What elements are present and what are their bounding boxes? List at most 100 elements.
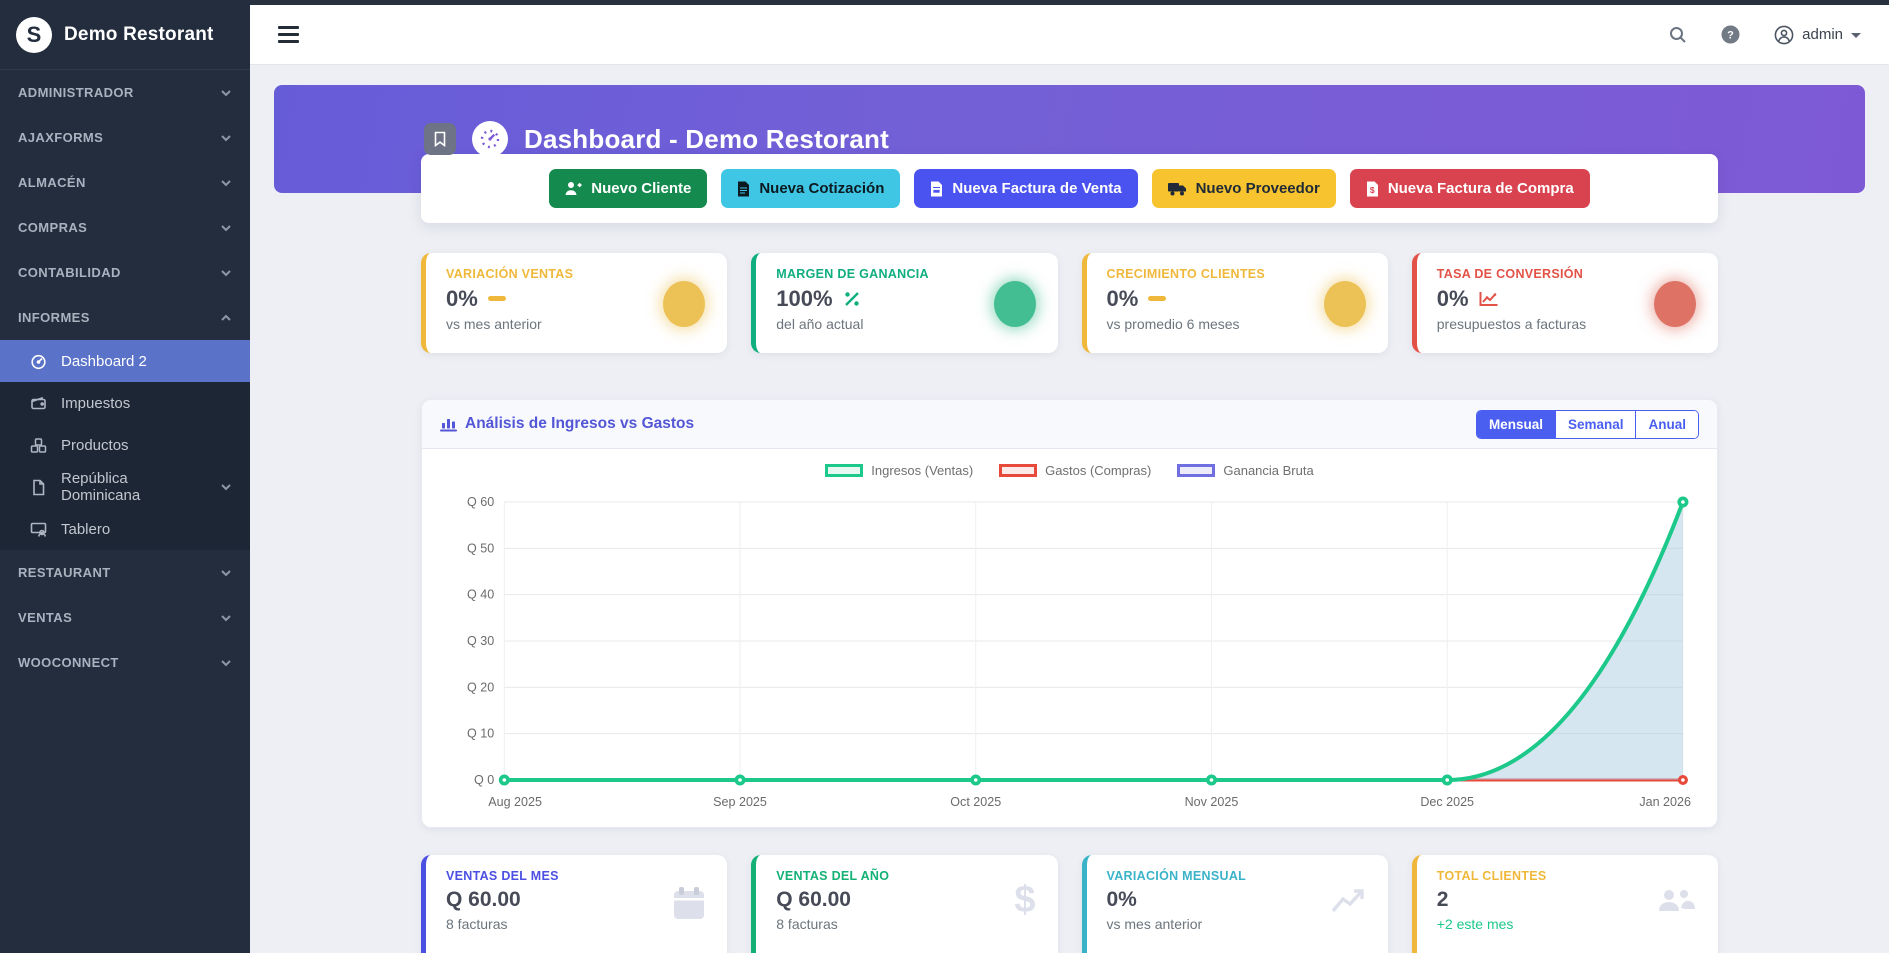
- stat-label: MARGEN DE GANANCIA: [776, 267, 929, 281]
- sidebar-item-administrador[interactable]: ADMINISTRADOR: [0, 70, 250, 115]
- legend-swatch: [1177, 464, 1216, 477]
- stat-card-crecimiento-clientes: CRECIMIENTO CLIENTES 0% vs promedio 6 me…: [1081, 253, 1388, 353]
- kpi-sub: 8 facturas: [776, 916, 838, 932]
- search-icon[interactable]: [1669, 26, 1687, 44]
- legend-item[interactable]: Ingresos (Ventas): [825, 463, 973, 478]
- legend-label: Ganancia Bruta: [1223, 463, 1314, 478]
- svg-text:Sep 2025: Sep 2025: [713, 795, 767, 809]
- board-user-icon: [30, 522, 47, 537]
- sidebar-item-ventas[interactable]: VENTAS: [0, 595, 250, 640]
- stat-indicator-circle: [1654, 281, 1696, 327]
- wallet-icon: [31, 396, 46, 409]
- username: admin: [1802, 26, 1843, 43]
- kpi-label: VARIACIÓN MENSUAL: [1106, 869, 1247, 883]
- stat-card-variacion-ventas: VARIACIÓN VENTAS 0% vs mes anterior: [421, 253, 728, 353]
- stat-sub: vs promedio 6 meses: [1106, 316, 1240, 332]
- submenu-item-impuestos[interactable]: Impuestos: [0, 382, 250, 424]
- submenu-label: Dashboard 2: [61, 352, 147, 370]
- user-menu[interactable]: admin: [1774, 25, 1861, 45]
- kpi-card-variacion-mensual: VARIACIÓN MENSUAL 0% vs mes anterior: [1081, 855, 1388, 953]
- section-label: AJAXFORMS: [18, 130, 104, 145]
- tab-mensual[interactable]: Mensual: [1476, 410, 1555, 438]
- legend-label: Ingresos (Ventas): [871, 463, 974, 478]
- dashboard-badge-icon: [472, 121, 508, 157]
- tab-anual[interactable]: Anual: [1635, 410, 1698, 438]
- stat-label: TASA DE CONVERSIÓN: [1436, 267, 1584, 281]
- new-client-button[interactable]: Nuevo Cliente: [549, 169, 708, 208]
- stat-indicator-circle: [663, 281, 706, 327]
- chevron-down-icon: [221, 224, 231, 231]
- section-label: VENTAS: [18, 610, 73, 625]
- section-label: CONTABILIDAD: [18, 265, 121, 280]
- svg-text:Q 40: Q 40: [467, 588, 494, 602]
- sidebar-item-ajaxforms[interactable]: AJAXFORMS: [0, 115, 250, 160]
- legend-item[interactable]: Gastos (Compras): [999, 463, 1151, 478]
- chart-line-icon: [1479, 292, 1498, 306]
- legend-item[interactable]: Ganancia Bruta: [1177, 463, 1314, 478]
- svg-text:Q 30: Q 30: [467, 634, 494, 648]
- chart-title: Análisis de Ingresos vs Gastos: [465, 415, 695, 432]
- chevron-down-icon: [221, 89, 231, 96]
- tab-semanal[interactable]: Semanal: [1554, 410, 1636, 438]
- sidebar-item-contabilidad[interactable]: CONTABILIDAD: [0, 250, 250, 295]
- brand[interactable]: S Demo Restorant: [0, 0, 250, 70]
- file-invoice-icon: [931, 181, 943, 196]
- sidebar-item-restaurant[interactable]: RESTAURANT: [0, 550, 250, 595]
- button-label: Nueva Cotización: [759, 180, 885, 197]
- main-content: Dashboard - Demo Restorant Nuevo Cliente…: [250, 65, 1889, 953]
- svg-text:Q 10: Q 10: [467, 727, 494, 741]
- user-plus-icon: [565, 182, 582, 195]
- caret-down-icon: [1851, 33, 1861, 38]
- submenu-item-republica-dominicana[interactable]: República Dominicana: [0, 466, 250, 508]
- new-sales-invoice-button[interactable]: Nueva Factura de Venta: [914, 169, 1138, 208]
- file-icon: [738, 181, 750, 196]
- section-label: ALMACÉN: [18, 175, 86, 190]
- new-supplier-button[interactable]: Nuevo Proveedor: [1151, 169, 1336, 208]
- bookmark-icon: [434, 131, 446, 147]
- svg-text:Q 20: Q 20: [467, 680, 494, 694]
- chevron-down-icon: [221, 659, 231, 666]
- chart-period-tabs: Mensual Semanal Anual: [1475, 409, 1699, 439]
- users-icon: [1659, 890, 1695, 911]
- sidebar-toggle-button[interactable]: [278, 26, 299, 43]
- legend-swatch: [825, 464, 864, 477]
- legend-label: Gastos (Compras): [1045, 463, 1152, 478]
- submenu-item-productos[interactable]: Productos: [0, 424, 250, 466]
- percent-icon: [844, 292, 859, 306]
- section-label: INFORMES: [18, 310, 90, 325]
- submenu-label: Tablero: [61, 520, 111, 538]
- help-icon[interactable]: ?: [1721, 25, 1740, 44]
- tachometer-icon: [31, 354, 46, 369]
- sidebar-item-compras[interactable]: COMPRAS: [0, 205, 250, 250]
- income-expense-chart-card: Análisis de Ingresos vs Gastos Mensual S…: [421, 399, 1718, 828]
- submenu-label: Impuestos: [61, 394, 131, 412]
- kpi-sub: vs mes anterior: [1106, 916, 1203, 932]
- stat-label: CRECIMIENTO CLIENTES: [1106, 267, 1266, 281]
- kpi-sub: +2 este mes: [1436, 916, 1514, 932]
- submenu-item-dashboard-2[interactable]: Dashboard 2: [0, 340, 250, 382]
- new-purchase-invoice-button[interactable]: $ Nueva Factura de Compra: [1349, 169, 1590, 208]
- submenu-item-tablero[interactable]: Tablero: [0, 508, 250, 550]
- stat-value: 0%: [1106, 286, 1139, 311]
- sidebar-item-almacen[interactable]: ALMACÉN: [0, 160, 250, 205]
- button-label: Nueva Factura de Compra: [1387, 180, 1574, 197]
- kpi-sub: 8 facturas: [446, 916, 508, 932]
- line-chart[interactable]: Q 0 Q 10 Q 20 Q 30 Q 40 Q 50 Q 60 Aug 2025 Sep 2…: [440, 486, 1699, 816]
- sidebar-item-wooconnect[interactable]: WOOCONNECT: [0, 640, 250, 685]
- svg-text:Dec 2025: Dec 2025: [1420, 795, 1474, 809]
- chart-legend: Ingresos (Ventas) Gastos (Compras) Gananci…: [440, 463, 1699, 478]
- dollar-icon: $: [1014, 879, 1036, 921]
- section-label: ADMINISTRADOR: [18, 85, 134, 100]
- quick-actions-card: Nuevo Cliente Nueva Cotización Nueva Fac…: [421, 154, 1718, 223]
- new-quote-button[interactable]: Nueva Cotización: [721, 169, 901, 208]
- sidebar-item-informes[interactable]: INFORMES: [0, 295, 250, 340]
- svg-text:Nov 2025: Nov 2025: [1185, 795, 1239, 809]
- kpi-card-ventas-mes: VENTAS DEL MES Q 60.00 8 facturas: [421, 855, 728, 953]
- file-icon: [33, 479, 45, 495]
- chevron-down-icon: [221, 134, 231, 141]
- bookmark-button[interactable]: [424, 123, 456, 155]
- chart-body: Ingresos (Ventas) Gastos (Compras) Gananci…: [422, 449, 1717, 827]
- chevron-up-icon: [221, 314, 231, 321]
- kpi-card-ventas-anio: VENTAS DEL AÑO Q 60.00 8 facturas $: [751, 855, 1058, 953]
- stats-row: VARIACIÓN VENTAS 0% vs mes anterior MARG…: [421, 253, 1718, 353]
